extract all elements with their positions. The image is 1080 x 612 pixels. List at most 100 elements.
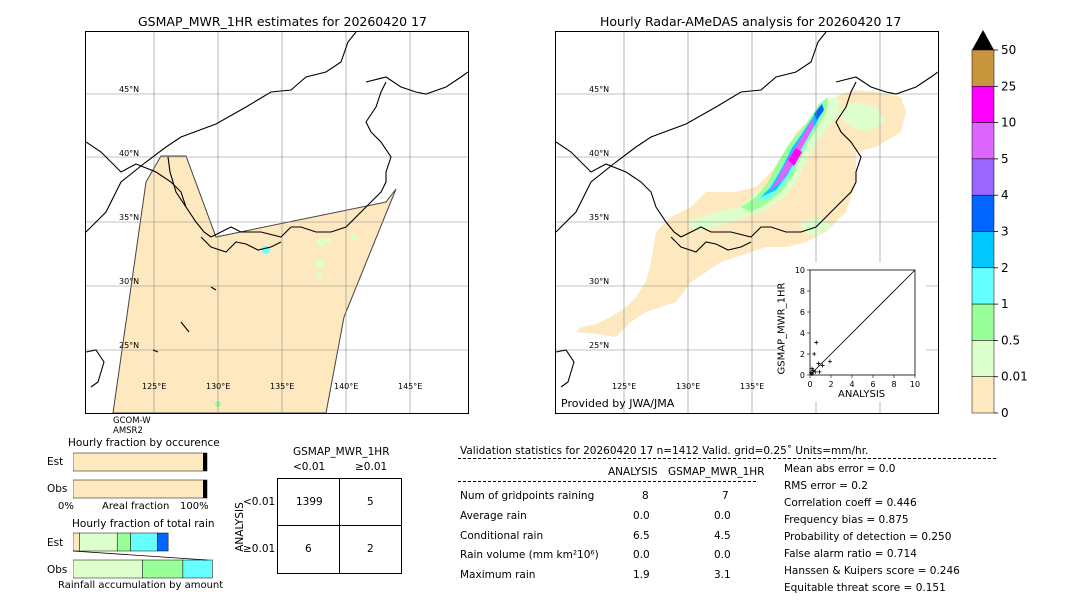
score: RMS error = 0.2 bbox=[784, 480, 868, 492]
col-analysis: ANALYSIS bbox=[608, 466, 658, 478]
y-tick-label: 10 bbox=[795, 266, 805, 275]
scatter-plot: 00 2 2 4 4 6 6 8 8 10 10 bbox=[795, 266, 920, 389]
x-tick-label: 8 bbox=[891, 380, 896, 389]
contingency-row-label: <0.01 bbox=[243, 496, 276, 508]
y-tick-label: 8 bbox=[800, 287, 805, 296]
contingency-col-label: <0.01 bbox=[293, 461, 326, 473]
x-tick-label: 10 bbox=[910, 380, 920, 389]
lat-label: 30°N bbox=[589, 277, 609, 286]
scatter-point bbox=[817, 369, 822, 374]
score: False alarm ratio = 0.714 bbox=[784, 548, 917, 560]
stat-analysis: 1.9 bbox=[633, 569, 650, 581]
lon-label: 140°E bbox=[334, 382, 358, 391]
data-credit: Provided by JWA/JMA bbox=[561, 397, 675, 410]
colorbar-label: 0 bbox=[1001, 406, 1009, 418]
occurrence-axis-mid: Areal fraction bbox=[102, 501, 170, 512]
total-rain-bar-segment bbox=[116, 532, 131, 552]
stat-label: Rain volume (mm km²10⁶) bbox=[460, 549, 599, 561]
colorbar-segment bbox=[971, 158, 995, 196]
colorbar-segment bbox=[971, 122, 995, 160]
contingency-col-label: ≥0.01 bbox=[355, 461, 388, 473]
colorbar-label: 4 bbox=[1001, 188, 1009, 202]
total-rain-axis: Rainfall accumulation by amount bbox=[58, 580, 224, 591]
score: Probability of detection = 0.250 bbox=[784, 531, 952, 543]
lon-label: 145°E bbox=[398, 382, 422, 391]
colorbar-segment bbox=[971, 86, 995, 123]
lon-label: 125°E bbox=[612, 382, 636, 391]
scatter-point bbox=[827, 359, 832, 364]
connector-line bbox=[73, 550, 208, 561]
score: Correlation coeff = 0.446 bbox=[784, 497, 917, 509]
stat-label: Num of gridpoints raining bbox=[460, 490, 595, 502]
scatter-point bbox=[820, 363, 825, 368]
total-rain-row-est: Est bbox=[47, 537, 64, 549]
lon-label: 125°E bbox=[142, 382, 166, 391]
lat-label: 45°N bbox=[589, 85, 609, 94]
x-tick-label: 6 bbox=[870, 380, 875, 389]
stat-gsmap: 0.0 bbox=[714, 549, 731, 561]
total-rain-bar-segment bbox=[73, 559, 143, 579]
colorbar-segment bbox=[971, 231, 995, 269]
occurrence-title: Hourly fraction by occurence bbox=[68, 437, 220, 449]
lat-label: 25°N bbox=[589, 341, 609, 350]
occurrence-bar-edge bbox=[203, 480, 207, 498]
one-to-one-line bbox=[809, 269, 916, 376]
right-map-title: Hourly Radar-AMeDAS analysis for 2026042… bbox=[600, 14, 902, 29]
contingency-value: 2 bbox=[367, 543, 374, 555]
colorbar-segment bbox=[971, 340, 995, 377]
scatter-ylabel: GSMAP_MWR_1HR bbox=[776, 282, 788, 375]
sensor-label: GCOM-W bbox=[113, 416, 151, 426]
colorbar-label: 10 bbox=[1001, 116, 1016, 130]
right-map-canvas: 45°N 40°N 35°N 30°N 25°N 125°E 130°E 135… bbox=[556, 32, 938, 413]
stat-label: Maximum rain bbox=[460, 569, 536, 581]
stat-gsmap: 7 bbox=[722, 490, 729, 502]
y-tick-label: 0 bbox=[800, 371, 805, 380]
colorbar-label: 0.5 bbox=[1001, 333, 1020, 347]
lat-label: 35°N bbox=[119, 213, 139, 222]
stat-analysis: 0.0 bbox=[633, 549, 650, 561]
contingency-title: GSMAP_MWR_1HR bbox=[293, 446, 390, 458]
stat-gsmap: 4.5 bbox=[714, 530, 731, 542]
stat-analysis: 8 bbox=[642, 490, 649, 502]
y-tick-label: 6 bbox=[800, 308, 805, 317]
stat-analysis: 0.0 bbox=[633, 510, 650, 522]
colorbar: 50 25 10 5 4 3 2 1 0.5 0.01 0 bbox=[971, 30, 1028, 418]
score: Mean abs error = 0.0 bbox=[784, 463, 896, 475]
total-rain-bar-segment bbox=[130, 532, 158, 552]
left-map: 45°N 40°N 35°N 30°N 25°N 125°E 130°E 135… bbox=[85, 31, 469, 414]
total-rain-bar-segment bbox=[142, 559, 184, 579]
occurrence-bar-edge bbox=[203, 453, 207, 471]
left-map-title: GSMAP_MWR_1HR estimates for 20260420 17 bbox=[138, 14, 427, 29]
lon-label: 135°E bbox=[740, 382, 764, 391]
colorbar-segment bbox=[971, 49, 995, 87]
scatter-point bbox=[810, 366, 815, 371]
scatter-point bbox=[816, 361, 821, 366]
score: Frequency bias = 0.875 bbox=[784, 514, 909, 526]
lat-label: 45°N bbox=[119, 85, 139, 94]
lat-label: 35°N bbox=[589, 213, 609, 222]
scatter-point bbox=[814, 340, 819, 345]
occurrence-chart bbox=[73, 452, 208, 499]
contingency-cell bbox=[339, 525, 402, 574]
lon-label: 135°E bbox=[270, 382, 294, 391]
total-rain-bar-segment bbox=[157, 532, 169, 552]
x-tick-label: 0 bbox=[807, 380, 812, 389]
total-rain-bar-segment bbox=[182, 559, 213, 579]
colorbar-label: 3 bbox=[1001, 225, 1009, 239]
colorbar-segment bbox=[971, 267, 995, 305]
score: Hanssen & Kuipers score = 0.246 bbox=[784, 565, 960, 577]
occurrence-bar-segment bbox=[73, 479, 207, 499]
occurrence-bar-segment bbox=[73, 452, 207, 472]
y-tick-label: 2 bbox=[800, 350, 805, 359]
col-gsmap: GSMAP_MWR_1HR bbox=[668, 466, 765, 478]
colorbar-label: 50 bbox=[1001, 43, 1016, 57]
total-rain-chart bbox=[73, 532, 213, 579]
lat-label: 25°N bbox=[119, 341, 139, 350]
colorbar-segment bbox=[971, 303, 995, 341]
total-rain-bar-segment bbox=[73, 532, 80, 552]
contingency-row-label: ≥0.01 bbox=[243, 543, 276, 555]
colorbar-label: 0.01 bbox=[1001, 370, 1028, 384]
scatter-point bbox=[812, 352, 817, 356]
lon-label: 130°E bbox=[206, 382, 230, 391]
colorbar-label: 5 bbox=[1001, 152, 1009, 166]
